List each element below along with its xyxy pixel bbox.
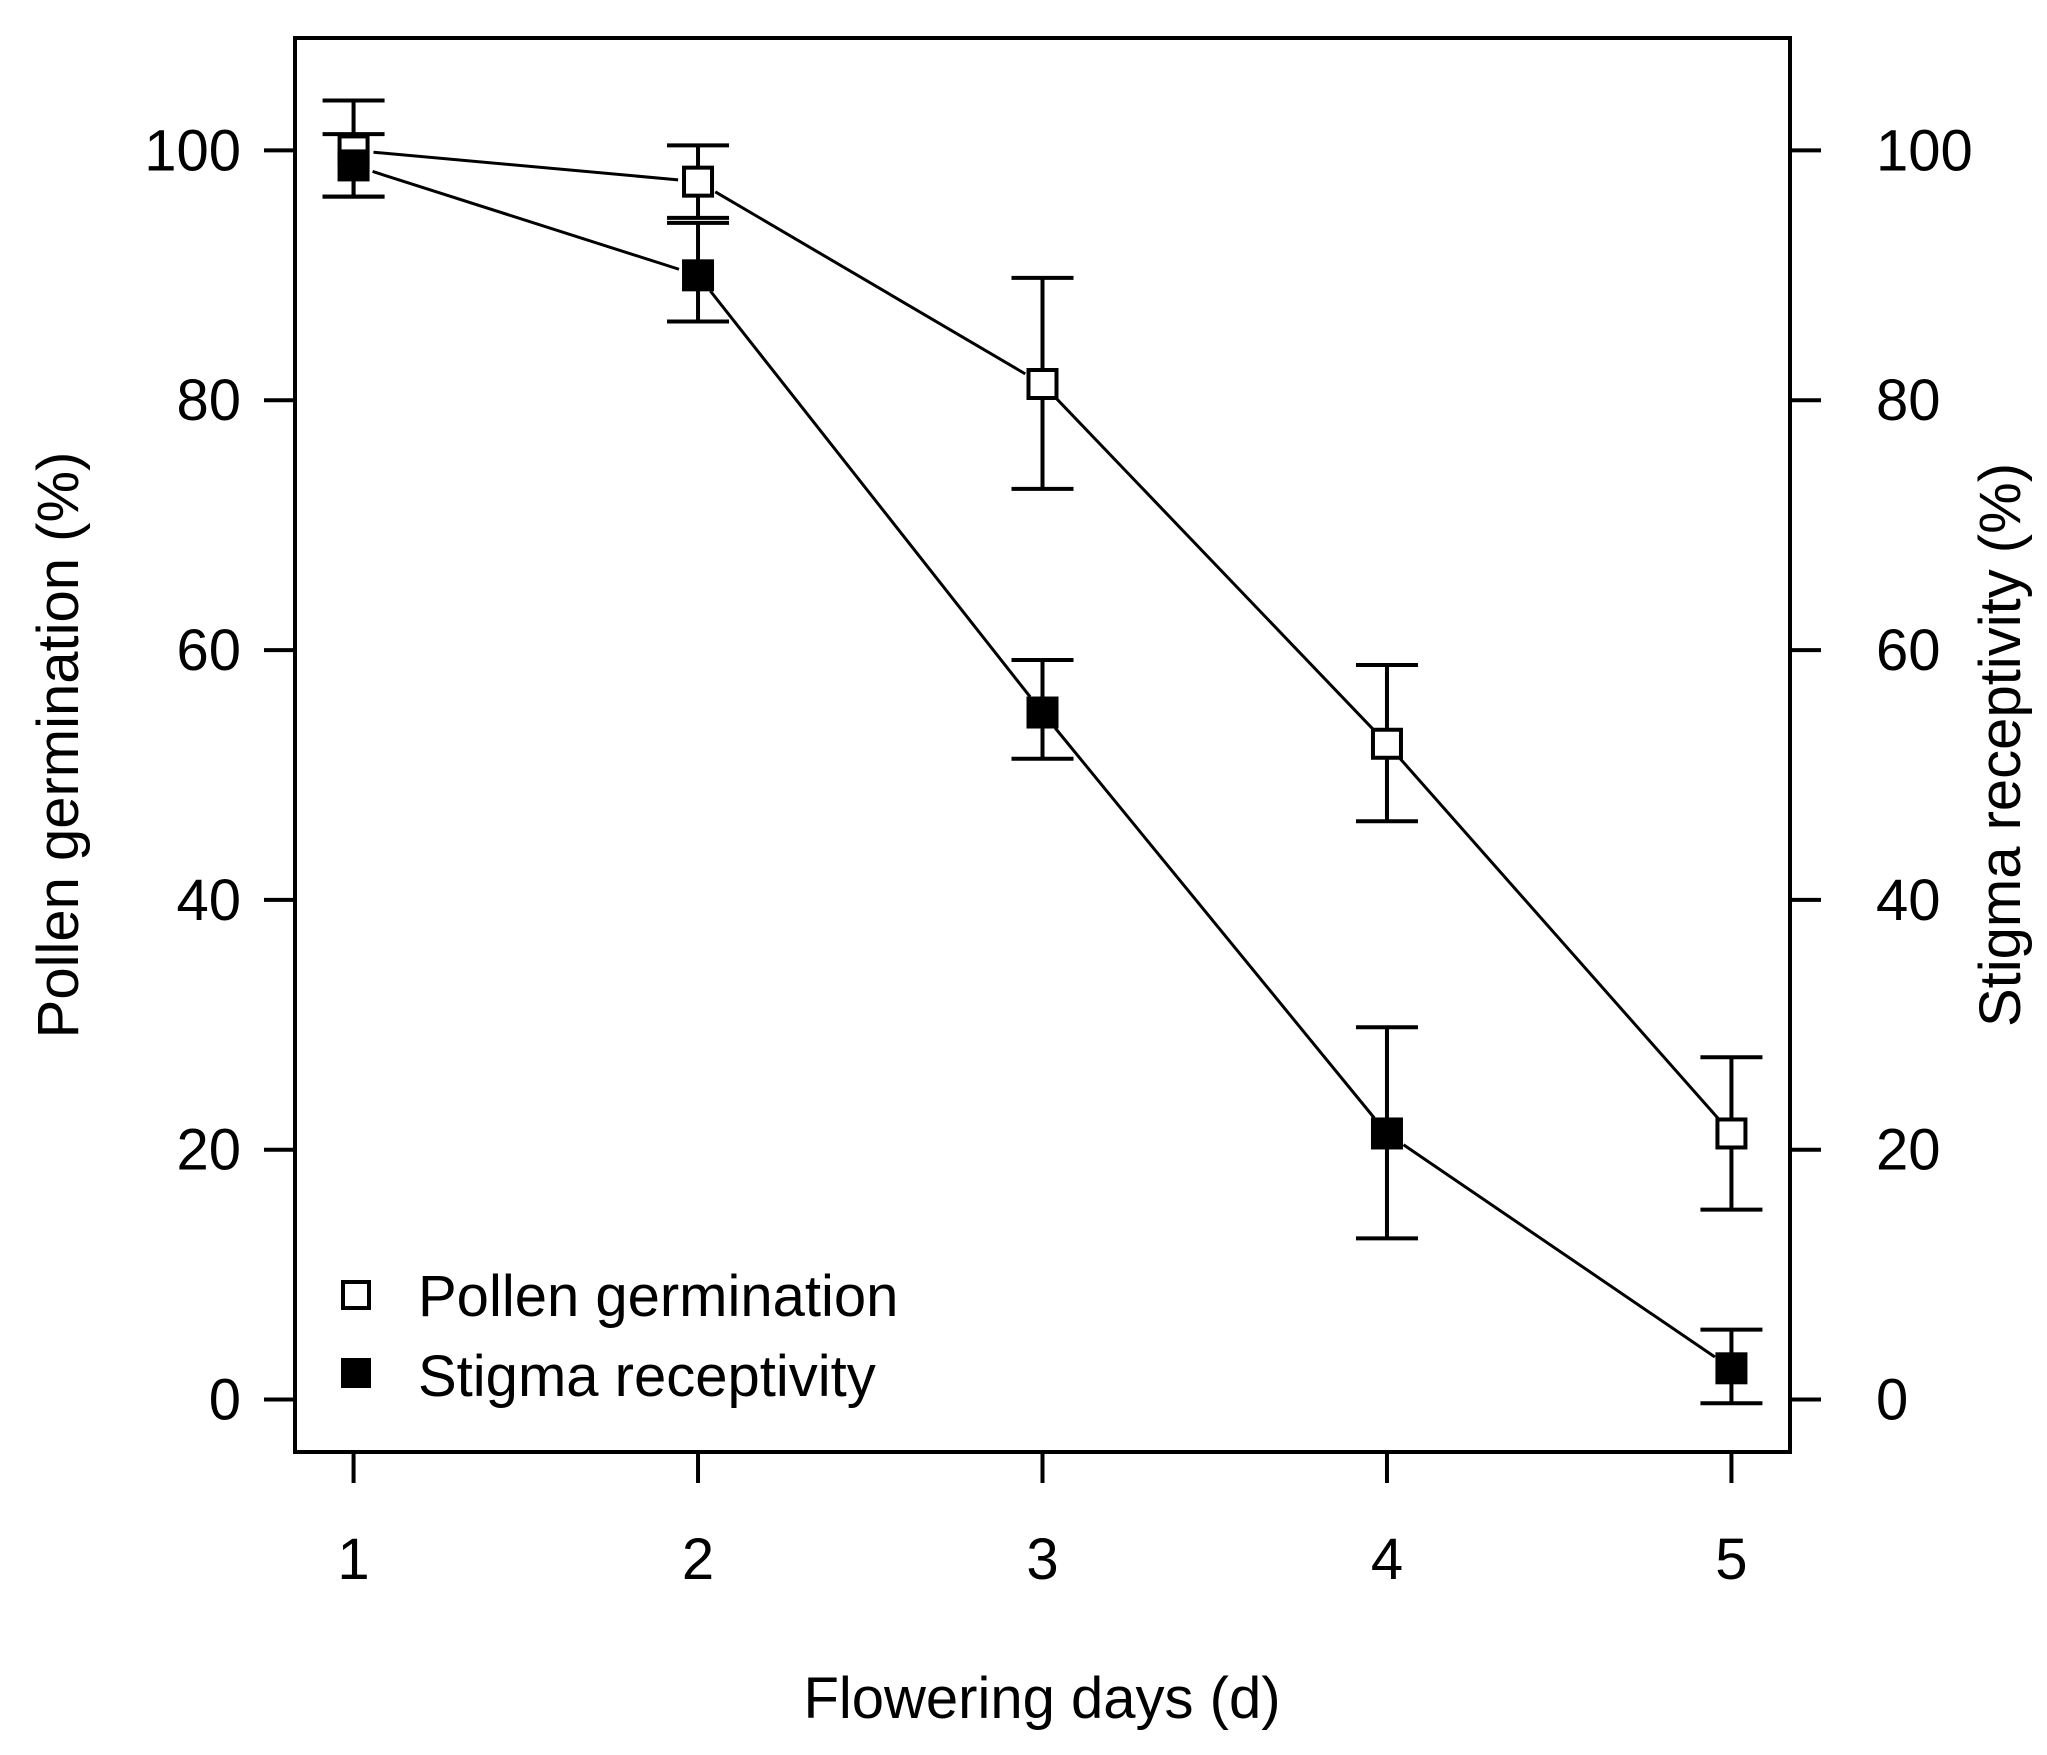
y-tick-label-left-0: 0 [209, 1368, 241, 1433]
y-axis-left-label: Pollen germination (%) [26, 452, 91, 1039]
marker-stigma-1 [337, 149, 370, 182]
y-tick-label-left-100: 100 [144, 118, 241, 183]
marker-stigma-3 [1026, 696, 1059, 729]
y-tick-label-right-40: 40 [1876, 868, 1941, 933]
y-axis-right: 0 20 40 60 80 100 [1790, 118, 1973, 1433]
line-segment-stigma-1 [372, 170, 680, 271]
legend-label-pollen: Pollen germination [418, 1264, 898, 1329]
marker-pollen-5 [1715, 1117, 1748, 1150]
legend: Pollen germination Stigma receptivity [341, 1264, 898, 1409]
line-segment-stigma-3 [1054, 727, 1376, 1119]
y-axis-right-label: Stigma receptivity (%) [1968, 463, 2033, 1027]
x-axis: 1 2 3 4 5 [337, 1452, 1748, 1592]
y-axis-left: 0 20 40 60 80 100 [144, 118, 295, 1433]
y-tick-label-right-80: 80 [1876, 368, 1941, 433]
x-tick-label-4: 4 [1371, 1527, 1403, 1592]
y-tick-label-right-60: 60 [1876, 618, 1941, 683]
marker-stigma-2 [682, 259, 715, 292]
y-tick-label-right-20: 20 [1876, 1118, 1941, 1183]
line-segment-pollen-1 [373, 150, 679, 182]
y-tick-label-left-40: 40 [176, 868, 241, 933]
legend-marker-stigma [341, 1358, 371, 1388]
y-tick-label-left-60: 60 [176, 618, 241, 683]
y-tick-label-left-20: 20 [176, 1118, 241, 1183]
x-tick-label-1: 1 [337, 1527, 369, 1592]
marker-pollen-2 [682, 165, 715, 198]
x-tick-label-5: 5 [1715, 1527, 1747, 1592]
marker-stigma-4 [1370, 1117, 1403, 1150]
line-segment-pollen-2 [714, 190, 1027, 376]
legend-label-stigma: Stigma receptivity [418, 1344, 876, 1409]
series-lines [372, 150, 1720, 1359]
y-tick-label-right-100: 100 [1876, 118, 1973, 183]
series-markers [337, 134, 1748, 1385]
line-segment-pollen-3 [1055, 397, 1375, 731]
marker-pollen-3 [1026, 368, 1059, 401]
x-axis-label: Flowering days (d) [803, 1666, 1280, 1731]
x-tick-label-3: 3 [1026, 1527, 1058, 1592]
x-tick-label-2: 2 [682, 1527, 714, 1592]
marker-stigma-5 [1715, 1352, 1748, 1385]
line-segment-stigma-4 [1402, 1143, 1716, 1359]
legend-marker-pollen [341, 1280, 371, 1310]
y-tick-label-right-0: 0 [1876, 1368, 1908, 1433]
marker-pollen-4 [1370, 727, 1403, 760]
y-tick-label-left-80: 80 [176, 368, 241, 433]
line-segment-stigma-2 [709, 290, 1032, 698]
line-segment-pollen-4 [1399, 757, 1720, 1120]
